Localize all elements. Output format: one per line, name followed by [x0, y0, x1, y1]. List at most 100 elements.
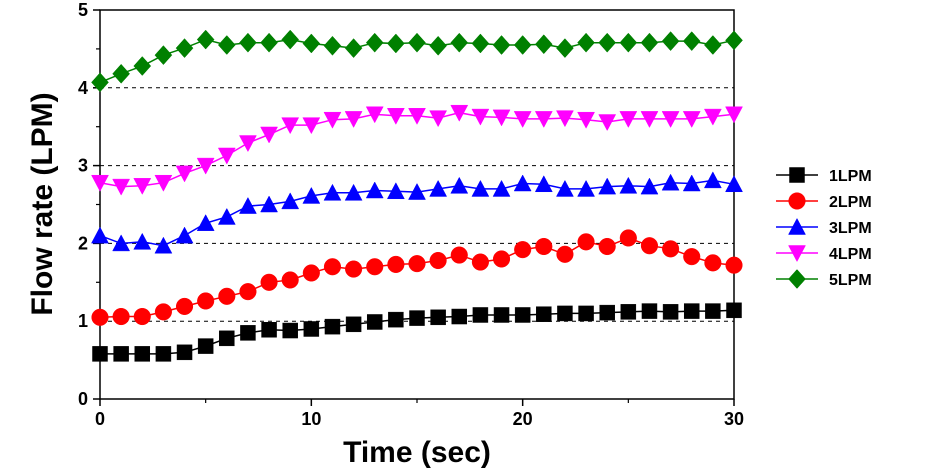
data-point — [302, 186, 321, 204]
data-point — [196, 214, 215, 231]
series-2LPM — [91, 229, 743, 326]
data-point — [534, 175, 553, 193]
data-point — [91, 308, 109, 326]
data-point — [345, 260, 363, 278]
legend-item: 3LPM — [776, 217, 872, 237]
data-point — [196, 157, 215, 175]
data-point — [134, 346, 151, 362]
data-point — [640, 237, 659, 255]
data-point — [261, 322, 277, 338]
data-point — [535, 237, 553, 256]
data-point — [281, 117, 300, 135]
data-point — [365, 106, 384, 124]
data-point — [344, 38, 363, 58]
data-point — [302, 117, 321, 135]
data-point — [598, 114, 617, 132]
data-point — [471, 179, 490, 197]
data-point — [387, 33, 405, 54]
data-point — [430, 309, 446, 326]
data-point — [534, 111, 553, 128]
data-point — [260, 126, 278, 144]
data-point — [281, 271, 299, 289]
data-point — [451, 308, 468, 325]
data-point — [429, 35, 447, 56]
data-point — [662, 304, 679, 320]
series-layer — [91, 29, 743, 362]
data-point — [408, 108, 426, 125]
data-point — [260, 195, 278, 213]
data-point — [429, 179, 448, 197]
data-point — [344, 111, 363, 128]
data-point — [704, 35, 722, 55]
data-point — [640, 111, 659, 128]
data-point — [239, 197, 257, 214]
x-tick-label: 0 — [95, 409, 105, 429]
x-tick-label: 10 — [301, 409, 321, 429]
data-point — [536, 306, 552, 322]
data-point — [661, 173, 680, 191]
data-point — [492, 250, 511, 268]
data-point — [197, 292, 215, 310]
data-point — [239, 135, 257, 153]
data-point — [154, 236, 173, 254]
data-point — [619, 111, 638, 128]
data-point — [133, 232, 152, 250]
data-point — [683, 303, 700, 319]
legend-item: 2LPM — [776, 192, 872, 211]
data-point — [450, 32, 469, 53]
data-point — [197, 338, 214, 354]
data-point — [408, 183, 426, 200]
data-point — [176, 344, 193, 361]
data-point — [514, 241, 532, 259]
x-axis-title: Time (sec) — [343, 436, 491, 469]
data-point — [492, 179, 511, 197]
plot-frame — [99, 9, 735, 400]
data-point — [175, 226, 194, 244]
data-point — [704, 254, 722, 272]
data-point — [133, 56, 152, 76]
data-point — [619, 176, 638, 194]
data-point — [303, 321, 320, 337]
data-point — [682, 111, 701, 128]
data-point — [683, 248, 701, 266]
data-point — [133, 178, 152, 195]
series-4LPM — [91, 104, 743, 196]
data-point — [113, 346, 129, 362]
data-point — [217, 35, 236, 55]
data-point — [365, 32, 384, 53]
y-axis-title: Flow rate (LPM) — [26, 92, 59, 315]
data-point — [726, 302, 742, 319]
legend-item: 5LPM — [776, 269, 872, 289]
data-point — [386, 182, 405, 200]
data-point — [640, 177, 659, 195]
data-point — [513, 174, 532, 192]
data-point — [705, 303, 721, 319]
data-point — [641, 303, 658, 319]
data-point — [281, 29, 300, 50]
data-point — [450, 176, 469, 194]
data-point — [408, 255, 426, 273]
data-point — [409, 310, 425, 326]
data-point — [450, 246, 468, 264]
data-point — [513, 111, 532, 128]
data-point — [175, 297, 194, 315]
data-point — [620, 304, 637, 320]
legend-label: 4LPM — [829, 246, 872, 263]
data-point — [598, 177, 617, 195]
data-point — [429, 110, 448, 128]
data-point — [281, 192, 300, 210]
data-point — [175, 165, 194, 183]
data-point — [556, 179, 574, 197]
x-tick-label: 20 — [513, 409, 533, 429]
data-point — [556, 110, 574, 128]
data-point — [578, 305, 594, 322]
data-point — [324, 318, 341, 335]
y-tick-label: 1 — [78, 311, 88, 331]
data-point — [640, 32, 659, 53]
data-point — [472, 307, 489, 323]
data-point — [388, 311, 404, 328]
data-point — [577, 111, 595, 129]
data-point — [219, 330, 235, 347]
y-tick-label: 5 — [78, 0, 88, 20]
y-tick-label: 0 — [78, 389, 88, 409]
